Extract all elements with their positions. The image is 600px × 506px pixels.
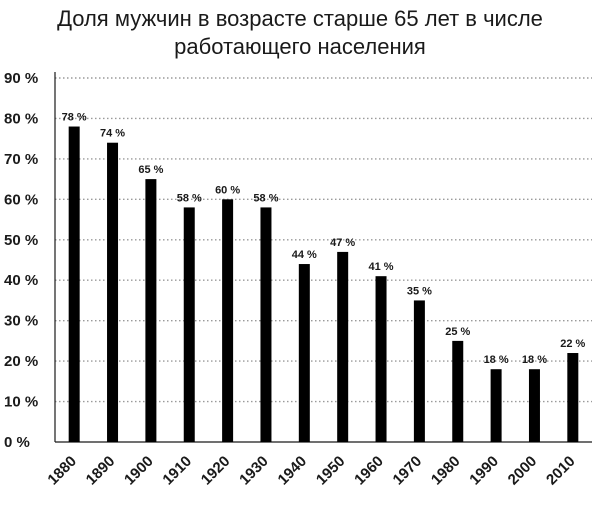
data-label-1930: 58 % <box>253 192 278 204</box>
bar-1900 <box>145 179 157 443</box>
data-label-1990: 18 % <box>484 354 509 366</box>
data-label-1940: 44 % <box>292 249 317 261</box>
x-tick-label-1980: 1980 <box>428 453 464 489</box>
chart-title-line-2: работающего населения <box>174 34 426 59</box>
x-tick-label-1970: 1970 <box>390 453 426 489</box>
y-tick-labels: 0 % 10 % 20 % 30 % 40 % 50 % 60 % 70 % 80 % 90 % <box>4 70 38 451</box>
bar-2010 <box>567 353 579 442</box>
data-label-1900: 65 % <box>138 164 163 176</box>
x-tick-label-2000: 2000 <box>505 453 541 489</box>
y-tick-label: 40 % <box>4 272 38 289</box>
bar-1930 <box>260 207 272 442</box>
bar-1980 <box>452 340 464 442</box>
y-tick-label: 30 % <box>4 313 38 330</box>
y-tick-label: 70 % <box>4 151 38 168</box>
bar-1910 <box>183 207 195 442</box>
data-label-2000: 18 % <box>522 354 547 366</box>
y-tick-label: 20 % <box>4 353 38 370</box>
bar-1990 <box>490 369 502 442</box>
x-tick-labels: 1880 1890 1900 1910 1920 1930 1940 1950 1960 1970… <box>44 453 578 489</box>
data-label-1960: 41 % <box>369 261 394 273</box>
bar-1940 <box>298 264 310 442</box>
y-tick-label: 60 % <box>4 191 38 208</box>
data-label-1890: 74 % <box>100 128 125 140</box>
data-label-1950: 47 % <box>330 237 355 249</box>
x-tick-label-1890: 1890 <box>83 453 119 489</box>
bar-1950 <box>337 251 349 442</box>
bar-1970 <box>413 300 425 442</box>
y-tick-label: 90 % <box>4 70 38 87</box>
x-tick-label-1900: 1900 <box>121 453 157 489</box>
chart-title-line-1: Доля мужчин в возрасте старше 65 лет в ч… <box>57 6 543 31</box>
x-tick-label-1960: 1960 <box>351 453 387 489</box>
bar-1880 <box>68 126 80 442</box>
x-tick-label-1940: 1940 <box>275 453 311 489</box>
data-label-1970: 35 % <box>407 285 432 297</box>
bars <box>68 126 579 443</box>
axes <box>54 72 592 443</box>
bar-2000 <box>528 369 540 442</box>
bar-1890 <box>107 142 119 442</box>
y-tick-label: 10 % <box>4 394 38 411</box>
x-tick-label-1990: 1990 <box>466 453 502 489</box>
bar-1960 <box>375 276 387 442</box>
grid-lines <box>55 77 592 403</box>
x-tick-label-1930: 1930 <box>236 453 272 489</box>
x-tick-label-1880: 1880 <box>44 453 80 489</box>
data-label-1910: 58 % <box>177 192 202 204</box>
x-tick-label-1950: 1950 <box>313 453 349 489</box>
data-label-1920: 60 % <box>215 184 240 196</box>
data-label-2010: 22 % <box>560 338 585 350</box>
data-label-1880: 78 % <box>62 112 87 124</box>
x-tick-label-2010: 2010 <box>543 453 579 489</box>
y-tick-label: 0 % <box>4 434 30 451</box>
x-tick-label-1920: 1920 <box>198 453 234 489</box>
data-label-1980: 25 % <box>445 326 470 338</box>
bar-1920 <box>222 199 234 442</box>
x-tick-label-1910: 1910 <box>159 453 195 489</box>
y-tick-label: 80 % <box>4 110 38 127</box>
y-tick-label: 50 % <box>4 232 38 249</box>
data-labels: 78 % 74 % 65 % 58 % 60 % 58 % 44 % 47 % 41 % 35 %… <box>62 112 586 367</box>
